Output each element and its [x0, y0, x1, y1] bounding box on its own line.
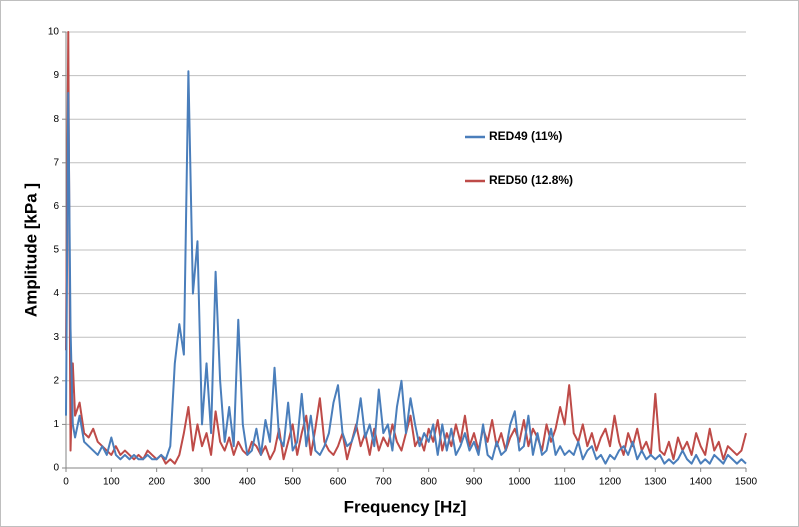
y-tick-label: 0: [53, 463, 59, 474]
y-tick-label: 5: [53, 245, 59, 256]
x-tick-label: 1100: [554, 477, 576, 488]
x-tick-label: 1000: [508, 477, 531, 488]
x-tick-label: 1500: [735, 477, 758, 488]
x-tick-label: 1200: [599, 477, 622, 488]
x-tick-label: 700: [375, 477, 392, 488]
y-tick-label: 1: [53, 419, 59, 430]
legend-label: RED49 (11%): [489, 129, 562, 143]
y-tick-label: 9: [53, 70, 59, 81]
y-tick-label: 8: [53, 114, 59, 125]
x-tick-label: 600: [330, 477, 347, 488]
y-tick-label: 2: [53, 375, 59, 386]
y-tick-label: 10: [48, 27, 60, 38]
x-tick-label: 300: [194, 477, 211, 488]
x-tick-label: 200: [148, 477, 165, 488]
y-tick-label: 7: [53, 157, 59, 168]
y-tick-label: 4: [53, 288, 59, 299]
y-tick-label: 6: [53, 201, 59, 212]
x-tick-label: 1300: [644, 477, 667, 488]
x-tick-label: 800: [420, 477, 437, 488]
y-tick-label: 3: [53, 332, 59, 343]
x-tick-label: 500: [284, 477, 301, 488]
legend-label: RED50 (12.8%): [489, 173, 573, 187]
x-tick-label: 1400: [690, 477, 713, 488]
data-line: [65, 31, 747, 465]
x-axis-title: Frequency [Hz]: [344, 497, 467, 516]
x-tick-label: 400: [239, 477, 256, 488]
y-axis-title: Amplitude [kPa ]: [21, 183, 40, 317]
x-tick-label: 0: [63, 477, 69, 488]
data-line: [65, 70, 747, 465]
x-tick-label: 900: [466, 477, 483, 488]
x-tick-label: 100: [103, 477, 120, 488]
